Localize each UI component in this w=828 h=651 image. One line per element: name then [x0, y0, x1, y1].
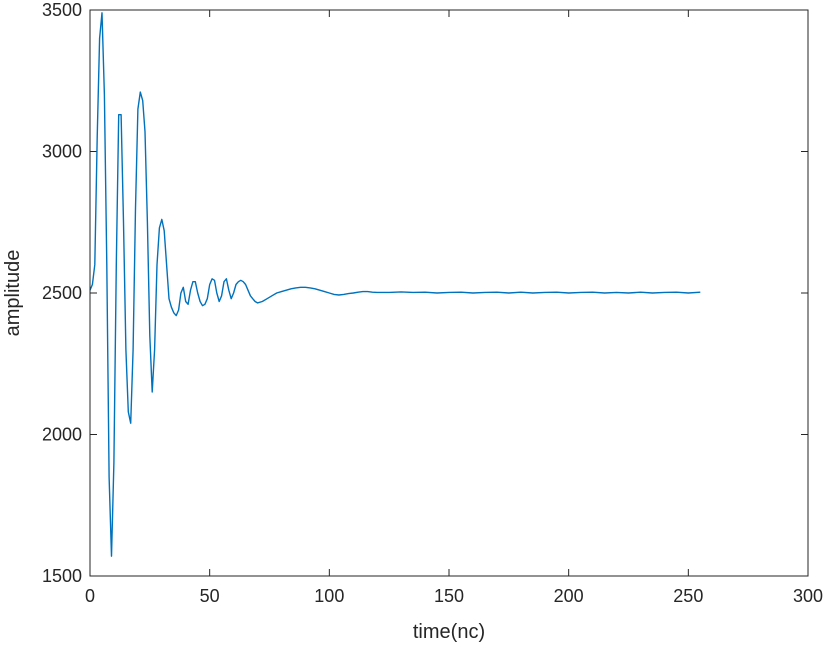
x-axis-label: time(nc) — [413, 621, 485, 643]
x-tick-label: 250 — [673, 586, 703, 606]
y-axis-label: amplitude — [2, 250, 24, 337]
series-layer — [89, 12, 701, 557]
x-tick-label: 150 — [434, 586, 464, 606]
y-tick-label: 2500 — [42, 283, 82, 303]
x-tick-label: 300 — [793, 586, 823, 606]
ticks-layer: 0 50 100 150 200 250 300 1500 2000 2500 3000 3500 — [42, 0, 823, 606]
y-tick-label: 3000 — [42, 142, 82, 162]
x-tick-label: 0 — [85, 586, 95, 606]
series-line — [89, 12, 701, 557]
x-tick-label: 50 — [200, 586, 220, 606]
plot-frame — [89, 9, 809, 577]
y-tick-label: 2000 — [42, 425, 82, 445]
y-tick-label: 3500 — [42, 0, 82, 20]
x-tick-label: 100 — [314, 586, 344, 606]
x-tick-label: 200 — [554, 586, 584, 606]
y-tick-label: 1500 — [42, 566, 82, 586]
